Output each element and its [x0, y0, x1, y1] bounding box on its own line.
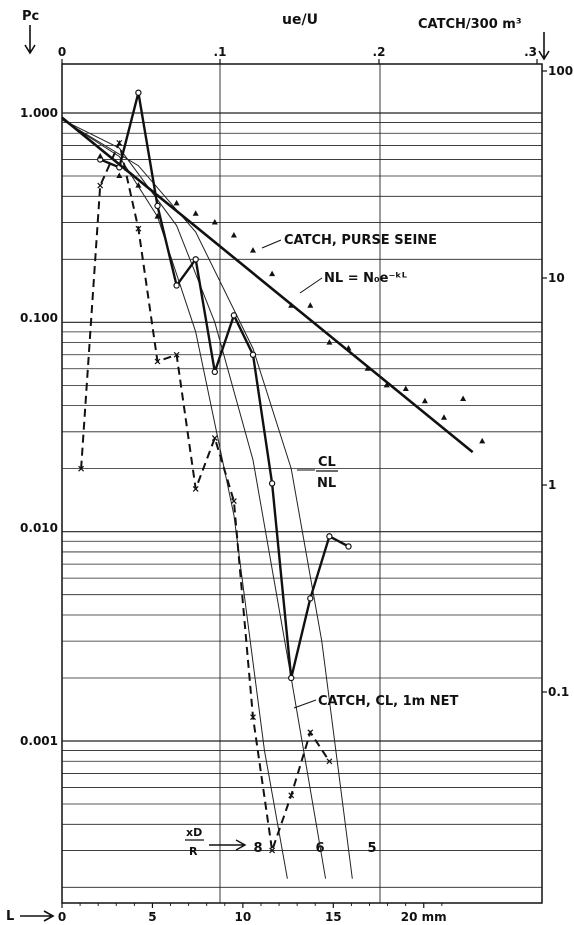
- point-cl-nl: [154, 202, 161, 210]
- point-cl-nl: [192, 256, 199, 263]
- top-tick-label: 0: [58, 45, 66, 59]
- point-purse-seine: [173, 199, 180, 206]
- bottom-tick-label: 5: [148, 910, 156, 924]
- series-line-cl-nl: [99, 92, 350, 679]
- point-catch-net: [192, 486, 199, 492]
- point-purse-seine: [211, 218, 218, 225]
- point-catch-net: [116, 139, 123, 146]
- point-cl-nl: [249, 351, 257, 358]
- xd-tick-label: 5: [367, 841, 376, 856]
- point-purse-seine: [326, 339, 333, 345]
- curve-xd8: [61, 119, 288, 879]
- point-catch-net: [230, 498, 237, 505]
- curve-xd5: [61, 119, 353, 879]
- point-catch-net: [211, 435, 218, 441]
- annotation-cl-numerator: CL: [318, 455, 336, 470]
- point-purse-seine: [269, 270, 276, 277]
- point-purse-seine: [441, 414, 447, 420]
- point-purse-seine: [383, 381, 390, 388]
- xd-label-numerator: xD: [186, 826, 202, 839]
- point-catch-net: [97, 182, 104, 189]
- plot-frame: [61, 63, 543, 904]
- xd-arrow-icon: [209, 839, 247, 851]
- right-tick-label: 10: [548, 271, 565, 285]
- left-tick-label: 0.001: [20, 734, 58, 748]
- right-tick-label: 100: [548, 64, 573, 78]
- point-purse-seine: [116, 172, 123, 179]
- point-catch-net: [326, 758, 333, 765]
- xd-tick-label: 8: [253, 841, 262, 856]
- annotation-pointer: [261, 239, 282, 249]
- point-catch-net: [269, 847, 276, 854]
- left-axis-title: Pc: [22, 9, 39, 24]
- right-axis-title: CATCH/300 m³: [418, 17, 522, 32]
- bottom-tick-label: 0: [58, 910, 66, 924]
- point-cl-nl: [326, 533, 333, 540]
- annotation-cl-denominator: NL: [317, 476, 336, 491]
- annotation-catch-1m-net: CATCH, CL, 1m NET: [318, 694, 459, 709]
- right-tick-label: 0.1: [548, 685, 569, 699]
- point-catch-net: [154, 358, 161, 365]
- pc-arrow-icon: [24, 25, 36, 55]
- point-cl-nl: [268, 480, 276, 487]
- catch-arrow-icon: [538, 32, 550, 61]
- point-cl-nl: [230, 312, 238, 319]
- annotation-catch-purse-seine: CATCH, PURSE SEINE: [284, 233, 437, 248]
- top-tick-label: .1: [214, 45, 227, 59]
- bottom-axis-title: L: [6, 909, 14, 924]
- series-line-nl-fit: [61, 116, 474, 454]
- point-purse-seine: [250, 247, 256, 253]
- point-cl-nl: [135, 89, 142, 96]
- bottom-tick-label: 10: [235, 910, 252, 924]
- point-catch-net: [250, 714, 256, 721]
- series-line-catch-net: [80, 139, 331, 851]
- left-tick-label: 0.010: [20, 521, 58, 535]
- point-cl-nl: [307, 595, 314, 602]
- point-purse-seine: [421, 397, 428, 404]
- point-purse-seine: [402, 385, 409, 392]
- point-catch-net: [135, 225, 142, 232]
- point-purse-seine: [479, 437, 486, 444]
- annotation-pointer: [293, 699, 317, 709]
- point-purse-seine: [135, 182, 142, 188]
- point-purse-seine: [97, 152, 104, 159]
- point-purse-seine: [307, 302, 314, 308]
- bottom-tick-label: 20 mm: [401, 910, 447, 924]
- point-purse-seine: [460, 395, 467, 402]
- point-cl-nl: [288, 674, 295, 682]
- top-axis-title: ue/U: [282, 12, 318, 28]
- point-cl-nl: [345, 543, 352, 550]
- point-catch-net: [78, 465, 85, 472]
- point-catch-net: [173, 351, 180, 358]
- point-purse-seine: [154, 213, 161, 219]
- left-tick-label: 0.100: [20, 311, 58, 325]
- annotation-pointer: [299, 277, 323, 294]
- point-cl-nl: [211, 368, 218, 376]
- top-tick-label: .2: [373, 45, 386, 59]
- xd-label-denominator: R: [189, 845, 198, 858]
- point-cl-nl: [173, 282, 180, 289]
- top-tick-label: .3: [524, 45, 537, 59]
- annotation-nl-formula: NL = N₀e⁻ᵏᴸ: [324, 271, 407, 286]
- right-tick-label: 1: [548, 478, 556, 492]
- point-purse-seine: [192, 210, 199, 216]
- point-catch-net: [288, 792, 295, 799]
- point-catch-net: [307, 729, 314, 736]
- l-arrow-icon: [20, 910, 55, 922]
- data-series: [61, 89, 486, 854]
- point-purse-seine: [230, 231, 237, 238]
- bottom-tick-label: 15: [325, 910, 342, 924]
- left-tick-label: 1.000: [20, 106, 58, 120]
